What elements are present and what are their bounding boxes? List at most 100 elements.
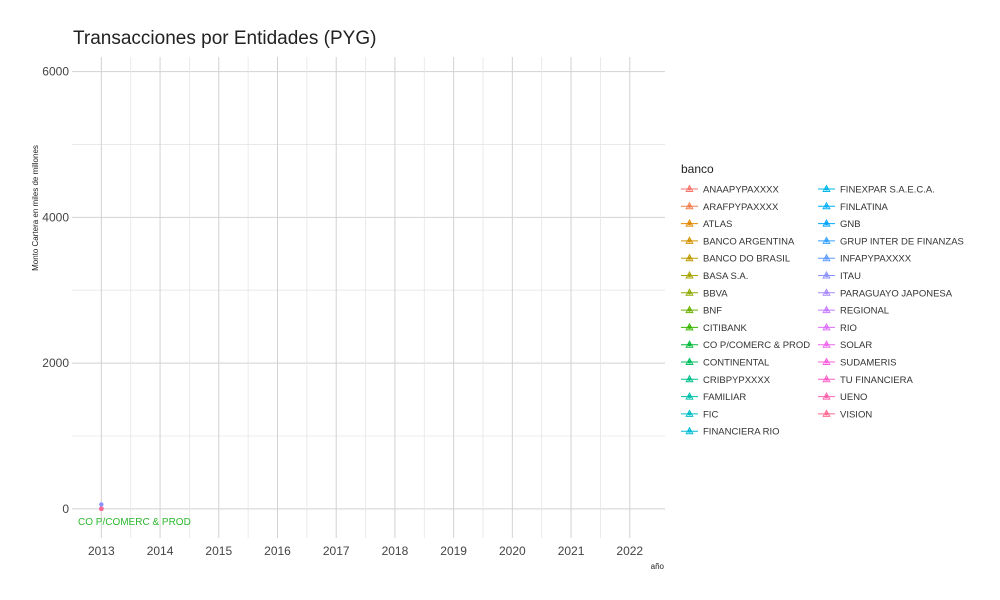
x-tick-label: 2016	[264, 544, 291, 558]
legend-dot-icon	[824, 360, 829, 364]
legend-item: UENO	[818, 392, 867, 403]
legend-dot-icon	[687, 291, 692, 295]
legend-triangle-icon	[822, 184, 831, 192]
x-tick-label: 2013	[88, 544, 115, 558]
legend-dot-icon	[687, 360, 692, 364]
legend-label: ANAAPYPAXXXX	[703, 185, 780, 196]
legend-item: FINEXPAR S.A.E.C.A.	[818, 184, 935, 196]
legend-item: FINLATINA	[818, 201, 889, 213]
legend-triangle-icon	[685, 305, 694, 314]
annotation-label: CO P/COMERC & PROD	[78, 517, 191, 528]
legend-triangle-icon	[685, 201, 694, 210]
legend-dot-icon	[687, 377, 692, 381]
legend-dot-icon	[824, 222, 829, 226]
legend-triangle-icon	[685, 219, 694, 227]
legend-dot-icon	[687, 429, 692, 433]
legend-triangle-icon	[685, 288, 694, 296]
legend-dot-icon	[824, 291, 829, 295]
legend-dot-icon	[824, 343, 829, 347]
legend-label: ITAU	[840, 271, 861, 282]
y-tick-label: 0	[62, 502, 69, 516]
legend-label: PARAGUAYO JAPONESA	[840, 288, 953, 299]
legend-dot-icon	[687, 412, 692, 416]
legend-item: ANAAPYPAXXXX	[681, 184, 780, 196]
legend-item: GNB	[818, 219, 861, 230]
legend-dot-icon	[824, 377, 829, 381]
legend-label: FAMILIAR	[703, 392, 746, 403]
legend-triangle-icon	[822, 374, 831, 383]
legend-title: banco	[681, 162, 714, 176]
legend-label: ATLAS	[703, 219, 732, 230]
legend-label: ARAFPYPAXXXX	[703, 202, 779, 213]
y-tick-label: 6000	[42, 65, 69, 79]
legend-item: BBVA	[681, 288, 728, 299]
legend-triangle-icon	[685, 322, 694, 331]
legend-item: BANCO ARGENTINA	[681, 236, 795, 247]
legend-item: REGIONAL	[818, 305, 889, 317]
legend-triangle-icon	[685, 409, 694, 417]
x-tick-label: 2021	[558, 544, 585, 558]
x-tick-label: 2014	[147, 544, 174, 558]
legend-dot-icon	[824, 187, 829, 191]
legend-item: TU FINANCIERA	[818, 374, 914, 386]
legend-label: SOLAR	[840, 340, 872, 351]
legend-dot-icon	[824, 395, 829, 399]
legend-label: BANCO DO BRASIL	[703, 254, 790, 265]
legend-triangle-icon	[685, 357, 694, 365]
legend-item: CITIBANK	[681, 322, 747, 334]
legend-triangle-icon	[685, 340, 694, 348]
legend-label: FINLATINA	[840, 202, 889, 213]
chart-title: Transacciones por Entidades (PYG)	[73, 28, 376, 49]
legend-triangle-icon	[822, 305, 831, 314]
legend-triangle-icon	[822, 409, 831, 417]
legend-dot-icon	[824, 308, 829, 312]
legend-item: CO P/COMERC & PROD	[681, 340, 810, 351]
legend-label: GNB	[840, 219, 861, 230]
y-axis: 0 2000 4000 6000	[42, 65, 69, 516]
data-point	[99, 502, 104, 507]
legend-dot-icon	[687, 325, 692, 329]
legend-triangle-icon	[685, 392, 694, 400]
legend-dot-icon	[824, 273, 829, 278]
legend-dot-icon	[824, 412, 829, 416]
legend-item: ITAU	[818, 270, 861, 282]
legend-item: RIO	[818, 322, 857, 334]
legend-triangle-icon	[822, 270, 831, 279]
legend-triangle-icon	[685, 426, 694, 435]
legend-dot-icon	[687, 308, 692, 312]
legend-triangle-icon	[822, 236, 831, 244]
legend-item: FINANCIERA RIO	[681, 426, 780, 438]
legend-item: FIC	[681, 409, 718, 420]
legend-label: BASA S.A.	[703, 271, 748, 282]
legend-triangle-icon	[685, 270, 694, 279]
legend-dot-icon	[824, 256, 829, 260]
legend-label: CO P/COMERC & PROD	[703, 340, 810, 351]
legend-label: FINANCIERA RIO	[703, 427, 780, 438]
legend-triangle-icon	[685, 184, 694, 192]
x-tick-label: 2020	[499, 544, 526, 558]
legend-dot-icon	[824, 204, 829, 208]
x-tick-label: 2015	[205, 544, 232, 558]
legend-dot-icon	[687, 343, 692, 347]
legend-dot-icon	[687, 273, 692, 278]
x-tick-label: 2019	[440, 544, 467, 558]
legend-item: ARAFPYPAXXXX	[681, 201, 779, 213]
legend-dot-icon	[824, 239, 829, 243]
legend-dot-icon	[687, 256, 692, 260]
x-tick-label: 2017	[323, 544, 350, 558]
y-tick-label: 4000	[42, 210, 69, 224]
legend-label: CONTINENTAL	[703, 358, 769, 369]
legend-label: CITIBANK	[703, 323, 747, 334]
legend-label: FINEXPAR S.A.E.C.A.	[840, 185, 935, 196]
legend-item: CRIBPYPXXXX	[681, 374, 771, 386]
legend-item: VISION	[818, 409, 872, 420]
legend-triangle-icon	[685, 236, 694, 244]
legend-dot-icon	[687, 222, 692, 226]
legend-label: RIO	[840, 323, 857, 334]
legend-item: SOLAR	[818, 340, 872, 351]
legend-triangle-icon	[685, 253, 694, 262]
legend-item: BNF	[681, 305, 722, 317]
legend-label: BANCO ARGENTINA	[703, 236, 795, 247]
legend-item: SUDAMERIS	[818, 357, 896, 369]
legend-label: BNF	[703, 306, 722, 317]
